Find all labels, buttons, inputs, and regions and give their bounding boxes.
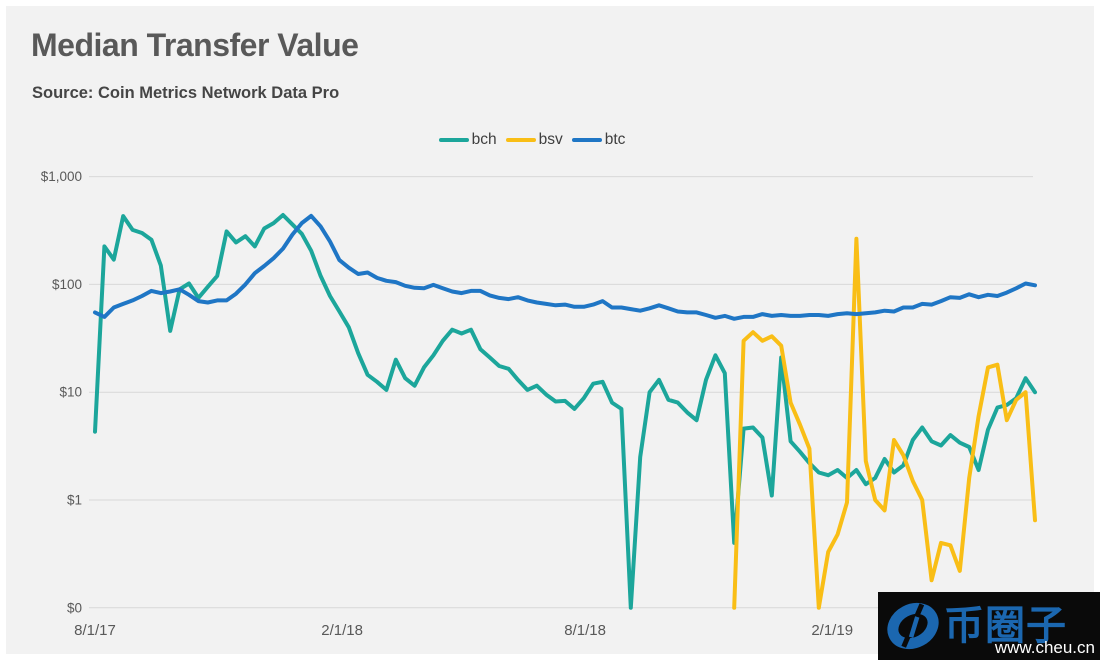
watermark-brand-text: 币圈子 — [944, 604, 1067, 648]
x-tick-label: 2/1/18 — [321, 622, 363, 639]
btc-line-swatch — [571, 137, 602, 143]
bsv-line-swatch — [505, 137, 536, 143]
legend-label-bsv: bsv — [538, 131, 563, 148]
x-tick-label: 8/1/17 — [74, 622, 116, 639]
legend-label-btc: btc — [604, 131, 626, 148]
legend-item-bsv: bsv — [505, 131, 563, 149]
bch-line-swatch — [438, 137, 469, 143]
x-tick-label: 2/1/19 — [811, 622, 853, 639]
page-title: Median Transfer Value — [31, 27, 359, 63]
series-line-btc — [93, 213, 1037, 321]
y-tick-label: $1,000 — [41, 169, 82, 184]
y-tick-label: $0 — [67, 600, 82, 615]
series-line-bch — [93, 213, 1037, 610]
x-tick-label: 8/1/18 — [564, 622, 606, 639]
y-tick-label: $1 — [67, 493, 82, 508]
series-line-bsv — [732, 236, 1037, 610]
legend-item-bch: bch — [438, 131, 497, 149]
y-tick-label: $10 — [59, 385, 82, 400]
watermark: 币圈子 www.cheu.cn — [878, 592, 1100, 660]
watermark-url: www.cheu.cn — [994, 638, 1095, 657]
legend-item-btc: btc — [571, 131, 626, 149]
coin-logo-icon — [887, 602, 939, 650]
y-tick-label: $100 — [52, 277, 82, 292]
source-caption: Source: Coin Metrics Network Data Pro — [32, 84, 340, 102]
legend-label-bch: bch — [471, 131, 497, 148]
legend: bch bsv btc — [0, 131, 1064, 149]
